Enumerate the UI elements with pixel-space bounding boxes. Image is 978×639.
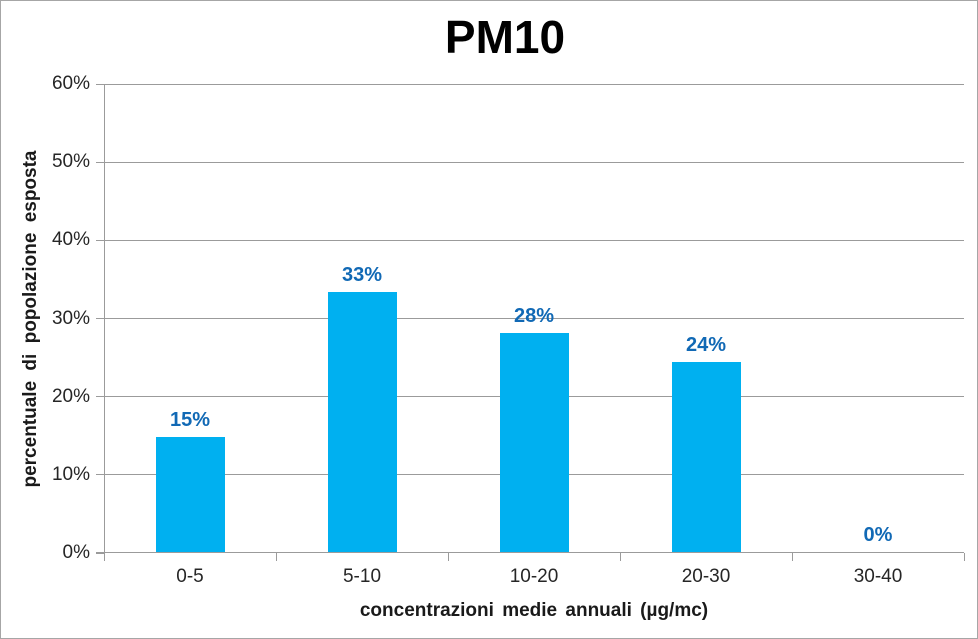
bar: [155, 437, 225, 552]
y-tick-label: 20%: [51, 385, 90, 407]
x-axis-tick: [447, 553, 449, 561]
y-axis-tick: [96, 552, 104, 554]
x-category-label: 30-40: [853, 566, 903, 587]
gridline: [104, 161, 964, 163]
x-category-label: 0-5: [176, 566, 204, 587]
x-axis-line: [96, 552, 964, 553]
y-axis-tick: [96, 239, 104, 241]
bar-value-label: 0%: [863, 524, 893, 546]
plot-area: 0% 10% 20% 30% 40% 50% 60% 15% 0-5 33% 5-10 28% 10-2…: [52, 73, 965, 587]
x-category-label: 5-10: [342, 566, 382, 587]
gridline: [104, 239, 964, 241]
x-category-label: 20-30: [681, 566, 731, 587]
x-axis-tick: [963, 553, 965, 561]
gridline: [104, 318, 964, 319]
y-tick-label: 60%: [51, 73, 90, 94]
x-axis-tick: [103, 553, 105, 561]
x-category-label: 10-20: [509, 566, 559, 587]
y-axis-tick: [96, 83, 104, 85]
bar: [671, 362, 741, 552]
bar-value-label: 33%: [341, 263, 383, 286]
y-tick-label: 10%: [51, 463, 90, 485]
chart-title: PM10: [444, 11, 566, 63]
y-axis-tick: [96, 396, 104, 398]
y-axis-tick: [96, 318, 104, 319]
y-tick-label: 40%: [51, 229, 90, 251]
y-tick-label: 0%: [62, 542, 90, 563]
y-tick-label: 50%: [51, 151, 90, 173]
x-axis-tick: [275, 553, 277, 561]
y-tick-label: 30%: [51, 307, 90, 329]
y-axis-line: [104, 84, 105, 553]
y-axis-tick: [96, 161, 104, 163]
gridline: [104, 83, 964, 85]
bar-value-label: 28%: [513, 305, 555, 328]
bar: [327, 291, 397, 552]
x-axis-tick: [619, 553, 621, 561]
x-axis-title: concentrazioni medie annuali (µg/mc): [359, 600, 709, 621]
bar: [499, 333, 569, 552]
y-axis-tick: [96, 474, 104, 476]
x-axis-tick: [791, 553, 793, 561]
bar-value-label: 24%: [685, 334, 727, 357]
bar-value-label: 15%: [169, 409, 211, 432]
